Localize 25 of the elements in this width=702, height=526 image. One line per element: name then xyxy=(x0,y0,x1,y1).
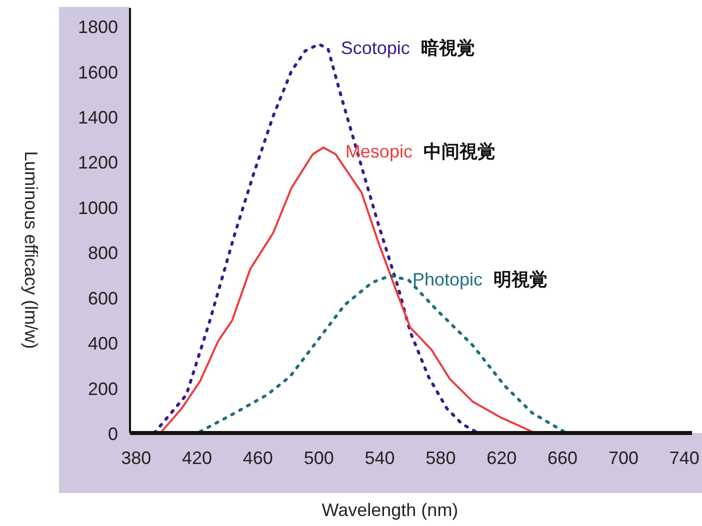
x-tick-label: 580 xyxy=(426,448,456,468)
x-tick-label: 540 xyxy=(364,448,395,468)
x-tick-label: 460 xyxy=(242,448,273,468)
x-tick-label: 380 xyxy=(121,448,152,468)
y-tick-label: 600 xyxy=(88,288,118,308)
x-tick-label: 700 xyxy=(608,448,638,468)
y-tick-label: 0 xyxy=(108,424,118,444)
y-axis-title: Luminous efficacy (lm/w) xyxy=(21,151,41,349)
y-tick-label: 1600 xyxy=(78,62,118,82)
x-tick-label: 500 xyxy=(304,448,334,468)
y-tick-label: 1800 xyxy=(78,17,118,38)
x-tick-label: 740 xyxy=(669,448,700,468)
y-tick-label: 800 xyxy=(88,243,118,264)
x-tick-label: 420 xyxy=(182,448,212,468)
y-tick-label: 200 xyxy=(88,378,118,399)
series-label: Scotopic 暗視覚 xyxy=(340,38,475,58)
series-label: Mesopic 中间視覚 xyxy=(345,141,496,162)
y-tick-label: 400 xyxy=(88,334,118,354)
x-axis-title: Wavelength (nm) xyxy=(322,500,458,520)
y-tick-label: 1400 xyxy=(78,108,118,128)
x-tick-label: 620 xyxy=(486,448,517,468)
x-tick-label: 660 xyxy=(548,448,578,468)
series-label: Photopic 明視覚 xyxy=(412,270,548,290)
y-tick-label: 1200 xyxy=(78,152,118,173)
y-tick-label: 1000 xyxy=(78,198,118,218)
